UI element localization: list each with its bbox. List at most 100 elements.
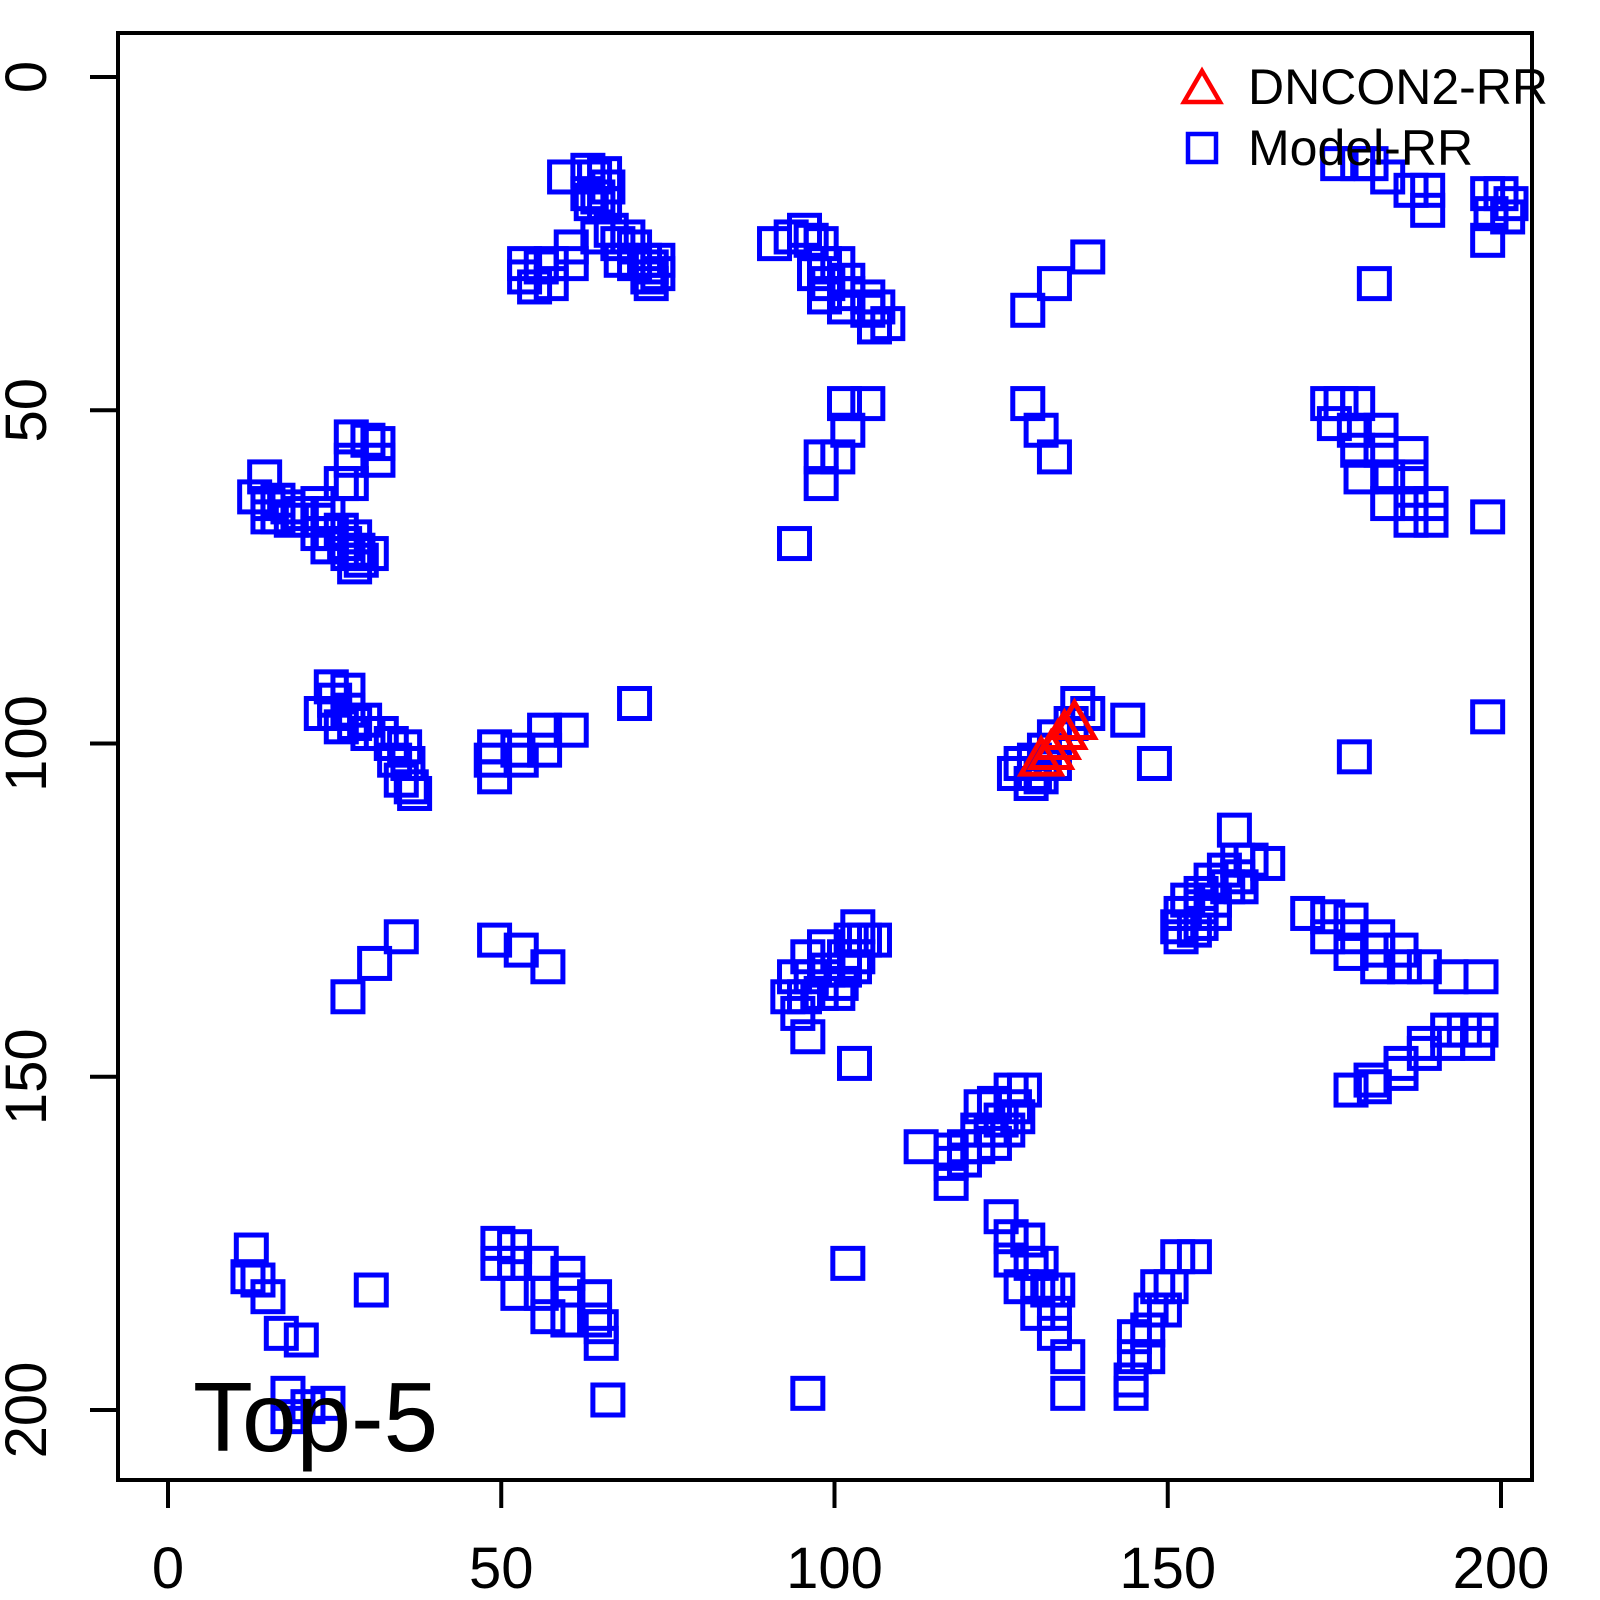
data-point-square bbox=[1393, 436, 1429, 472]
data-point-square bbox=[1340, 432, 1376, 468]
data-point-square bbox=[780, 995, 816, 1031]
data-point-square bbox=[1356, 266, 1392, 302]
plot-border bbox=[116, 31, 1534, 1482]
data-point-square bbox=[1383, 1055, 1419, 1091]
x-tick-label: 150 bbox=[1119, 1536, 1216, 1600]
data-point-square bbox=[790, 1375, 826, 1411]
data-point-square bbox=[527, 732, 563, 768]
data-point-square bbox=[530, 1299, 566, 1335]
data-point-square bbox=[1290, 895, 1326, 931]
data-point-square bbox=[777, 526, 813, 562]
data-point-square bbox=[580, 179, 616, 215]
data-point-square bbox=[1470, 222, 1506, 258]
data-point-square bbox=[1070, 239, 1106, 275]
data-point-square bbox=[523, 1275, 559, 1311]
data-point-square bbox=[270, 1399, 306, 1435]
y-tick-label: 150 bbox=[0, 1028, 59, 1125]
data-point-square bbox=[1470, 699, 1506, 735]
data-point-square bbox=[1060, 686, 1096, 722]
data-point-square bbox=[360, 442, 396, 478]
data-point-square bbox=[1036, 266, 1072, 302]
data-point-square bbox=[823, 965, 859, 1001]
data-point-square bbox=[933, 1165, 969, 1201]
data-point-square bbox=[353, 1272, 389, 1308]
data-point-square bbox=[1370, 459, 1406, 495]
y-tick-label: 200 bbox=[0, 1362, 59, 1459]
data-point-square bbox=[1386, 949, 1422, 985]
data-point-square bbox=[1010, 292, 1046, 328]
data-point-square bbox=[1413, 502, 1449, 538]
data-point-square bbox=[553, 712, 589, 748]
data-point-square bbox=[1410, 172, 1446, 208]
triangle-icon bbox=[1176, 66, 1228, 108]
data-point-square bbox=[983, 1199, 1019, 1235]
data-point-square bbox=[1036, 439, 1072, 475]
plot-annotation: Top-5 bbox=[193, 1362, 439, 1472]
data-point-square bbox=[1316, 406, 1352, 442]
data-point-square bbox=[633, 266, 669, 302]
y-tick-label: 0 bbox=[0, 61, 59, 93]
x-tick-label: 0 bbox=[152, 1536, 184, 1600]
data-point-square bbox=[1310, 899, 1346, 935]
data-point-square bbox=[1490, 199, 1526, 235]
data-point-square bbox=[500, 732, 536, 768]
data-point-square bbox=[826, 386, 862, 422]
data-point-square bbox=[330, 979, 366, 1015]
data-point-square bbox=[1050, 1339, 1086, 1375]
data-point-square bbox=[1336, 412, 1372, 448]
data-point-square bbox=[477, 922, 513, 958]
data-point-square bbox=[836, 1045, 872, 1081]
data-point-square bbox=[820, 975, 856, 1011]
data-point-square bbox=[357, 945, 393, 981]
data-point-square bbox=[550, 1302, 586, 1338]
data-point-square bbox=[630, 259, 666, 295]
data-point-square bbox=[1153, 1269, 1189, 1305]
data-point-square bbox=[1110, 702, 1146, 738]
data-point-square bbox=[263, 1315, 299, 1351]
data-point-square bbox=[1163, 919, 1199, 955]
data-point-square bbox=[1333, 1072, 1369, 1108]
data-point-square bbox=[530, 949, 566, 985]
data-point-square bbox=[393, 769, 429, 805]
data-point-square bbox=[283, 1322, 319, 1358]
data-point-square bbox=[640, 256, 676, 292]
data-point-square bbox=[587, 186, 623, 222]
legend-label-dncon2: DNCON2-RR bbox=[1248, 58, 1548, 115]
data-point-square bbox=[1363, 412, 1399, 448]
data-point-square bbox=[1483, 176, 1519, 212]
data-point-square bbox=[830, 412, 866, 448]
data-point-square bbox=[1176, 1239, 1212, 1275]
data-point-square bbox=[1410, 192, 1446, 228]
legend-item-dncon2: DNCON2-RR bbox=[1176, 56, 1548, 117]
data-point-square bbox=[1393, 459, 1429, 495]
data-point-square bbox=[590, 1382, 626, 1418]
data-point-square bbox=[343, 542, 379, 578]
data-point-square bbox=[1336, 739, 1372, 775]
data-point-square bbox=[383, 919, 419, 955]
data-point-triangle bbox=[1040, 707, 1089, 751]
data-point-square bbox=[1340, 386, 1376, 422]
data-point-square bbox=[870, 306, 906, 342]
data-point-square bbox=[1470, 499, 1506, 535]
data-point-square bbox=[826, 289, 862, 325]
data-point-square bbox=[1023, 759, 1059, 795]
data-point-square bbox=[583, 1325, 619, 1361]
data-point-square bbox=[1406, 1035, 1442, 1071]
data-point-square bbox=[1406, 949, 1442, 985]
data-point-square bbox=[397, 775, 433, 811]
data-point-square bbox=[1050, 1375, 1086, 1411]
data-point-square bbox=[617, 686, 653, 722]
y-tick-label: 100 bbox=[0, 695, 59, 792]
data-point-square bbox=[477, 759, 513, 795]
data-point-square bbox=[1220, 859, 1256, 895]
data-point-square bbox=[1463, 1012, 1499, 1048]
data-point-square bbox=[577, 1302, 613, 1338]
data-point-square bbox=[500, 1275, 536, 1311]
data-point-square bbox=[337, 549, 373, 585]
data-point-square bbox=[1040, 1272, 1076, 1308]
legend: DNCON2-RR Model-RR bbox=[1176, 56, 1548, 178]
data-point-square bbox=[1320, 146, 1356, 182]
data-point-square bbox=[1113, 1375, 1149, 1411]
data-point-square bbox=[310, 1385, 346, 1421]
